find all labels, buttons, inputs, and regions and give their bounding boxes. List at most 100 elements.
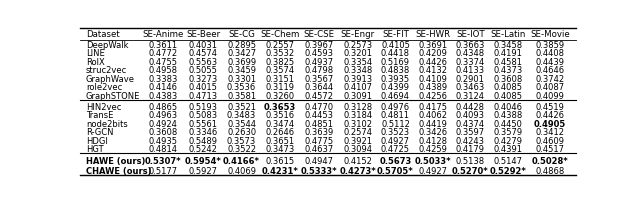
Text: 0.4581: 0.4581: [494, 57, 523, 66]
Text: 0.3516: 0.3516: [265, 110, 294, 120]
Text: 0.4572: 0.4572: [305, 92, 333, 100]
Text: 0.4811: 0.4811: [381, 110, 410, 120]
Text: 0.4517: 0.4517: [536, 145, 564, 154]
Text: 0.5705*: 0.5705*: [377, 166, 414, 175]
Text: 0.3611: 0.3611: [148, 40, 177, 49]
Text: 0.4093: 0.4093: [456, 110, 485, 120]
Text: 0.5112: 0.5112: [381, 119, 410, 128]
Text: TransE: TransE: [86, 110, 113, 120]
Text: 0.4259: 0.4259: [419, 145, 447, 154]
Text: 0.3597: 0.3597: [456, 128, 485, 137]
Text: 0.3691: 0.3691: [419, 40, 447, 49]
Text: 0.5292*: 0.5292*: [490, 166, 527, 175]
Text: 0.2573: 0.2573: [343, 40, 372, 49]
Text: 0.4087: 0.4087: [536, 83, 564, 92]
Text: 0.3653: 0.3653: [264, 102, 296, 111]
Text: 0.3967: 0.3967: [305, 40, 333, 49]
Text: 0.5138: 0.5138: [456, 156, 485, 165]
Text: 0.4279: 0.4279: [494, 136, 523, 145]
Text: 0.2630: 0.2630: [227, 128, 256, 137]
Text: 0.4772: 0.4772: [148, 49, 177, 58]
Text: 0.3699: 0.3699: [227, 57, 256, 66]
Text: 0.3663: 0.3663: [456, 40, 485, 49]
Text: SE-FIT: SE-FIT: [382, 30, 409, 39]
Text: 0.4574: 0.4574: [189, 49, 218, 58]
Text: 0.4374: 0.4374: [456, 119, 485, 128]
Text: 0.3522: 0.3522: [227, 145, 256, 154]
Text: 0.4133: 0.4133: [456, 66, 485, 75]
Text: 0.3581: 0.3581: [227, 92, 256, 100]
Text: 0.3532: 0.3532: [265, 49, 294, 58]
Text: 0.4209: 0.4209: [419, 49, 447, 58]
Text: 0.4273*: 0.4273*: [339, 166, 376, 175]
Text: 0.4256: 0.4256: [419, 92, 447, 100]
Text: 0.4085: 0.4085: [494, 92, 523, 100]
Text: 0.5270*: 0.5270*: [452, 166, 489, 175]
Text: SE-Anime: SE-Anime: [142, 30, 184, 39]
Text: 0.4099: 0.4099: [536, 92, 564, 100]
Text: 0.4924: 0.4924: [148, 119, 177, 128]
Text: 0.4383: 0.4383: [148, 92, 177, 100]
Text: 0.3102: 0.3102: [344, 119, 372, 128]
Text: 0.4637: 0.4637: [305, 145, 333, 154]
Text: 0.5563: 0.5563: [189, 57, 218, 66]
Text: 0.4243: 0.4243: [456, 136, 485, 145]
Text: 0.4798: 0.4798: [305, 66, 333, 75]
Text: 0.5561: 0.5561: [189, 119, 218, 128]
Text: 0.4175: 0.4175: [419, 102, 447, 111]
Text: 0.3913: 0.3913: [343, 75, 372, 83]
Text: 0.4927: 0.4927: [381, 136, 410, 145]
Text: 0.4976: 0.4976: [381, 102, 410, 111]
Text: RolX: RolX: [86, 57, 105, 66]
Text: 0.4109: 0.4109: [419, 75, 447, 83]
Text: 0.3579: 0.3579: [493, 128, 523, 137]
Text: 0.4389: 0.4389: [419, 83, 447, 92]
Text: 0.3536: 0.3536: [227, 83, 256, 92]
Text: 0.5083: 0.5083: [189, 110, 218, 120]
Text: 0.3608: 0.3608: [148, 128, 177, 137]
Text: 0.4694: 0.4694: [381, 92, 410, 100]
Text: 0.3201: 0.3201: [344, 49, 372, 58]
Text: 0.4085: 0.4085: [494, 83, 523, 92]
Text: 0.3474: 0.3474: [265, 119, 294, 128]
Text: 0.3544: 0.3544: [227, 119, 256, 128]
Text: 0.3374: 0.3374: [456, 57, 485, 66]
Text: 0.4391: 0.4391: [494, 145, 523, 154]
Text: 0.4062: 0.4062: [419, 110, 447, 120]
Text: HIN2vec: HIN2vec: [86, 102, 122, 111]
Text: 0.5177: 0.5177: [148, 166, 177, 175]
Text: 0.3260: 0.3260: [265, 92, 294, 100]
Text: 0.4132: 0.4132: [419, 66, 447, 75]
Text: 0.4646: 0.4646: [536, 66, 564, 75]
Text: 0.3119: 0.3119: [265, 83, 294, 92]
Text: 0.3151: 0.3151: [265, 75, 294, 83]
Text: SE-Movie: SE-Movie: [531, 30, 570, 39]
Text: 0.4814: 0.4814: [148, 145, 177, 154]
Text: 0.3615: 0.3615: [265, 156, 294, 165]
Text: 0.5147: 0.5147: [494, 156, 523, 165]
Text: 0.5954*: 0.5954*: [185, 156, 221, 165]
Text: 0.4146: 0.4146: [148, 83, 177, 92]
Text: node2bits: node2bits: [86, 119, 128, 128]
Text: 0.3608: 0.3608: [493, 75, 523, 83]
Text: 0.3427: 0.3427: [227, 49, 256, 58]
Text: GraphSTONE: GraphSTONE: [86, 92, 140, 100]
Text: struc2vec: struc2vec: [86, 66, 127, 75]
Text: 0.2901: 0.2901: [456, 75, 485, 83]
Text: HDGI: HDGI: [86, 136, 108, 145]
Text: 0.3354: 0.3354: [343, 57, 372, 66]
Text: 0.4439: 0.4439: [536, 57, 564, 66]
Text: 0.4725: 0.4725: [381, 145, 410, 154]
Text: SE-Beer: SE-Beer: [186, 30, 220, 39]
Text: 0.3426: 0.3426: [419, 128, 447, 137]
Text: SE-CG: SE-CG: [228, 30, 255, 39]
Text: HAWE (ours): HAWE (ours): [86, 156, 145, 165]
Text: GraphWave: GraphWave: [86, 75, 135, 83]
Text: 0.2574: 0.2574: [344, 128, 372, 137]
Text: 0.3567: 0.3567: [305, 75, 333, 83]
Text: 0.4713: 0.4713: [189, 92, 218, 100]
Text: 0.3128: 0.3128: [343, 102, 372, 111]
Text: 0.4755: 0.4755: [148, 57, 177, 66]
Text: 0.4851: 0.4851: [305, 119, 333, 128]
Text: 0.4453: 0.4453: [305, 110, 333, 120]
